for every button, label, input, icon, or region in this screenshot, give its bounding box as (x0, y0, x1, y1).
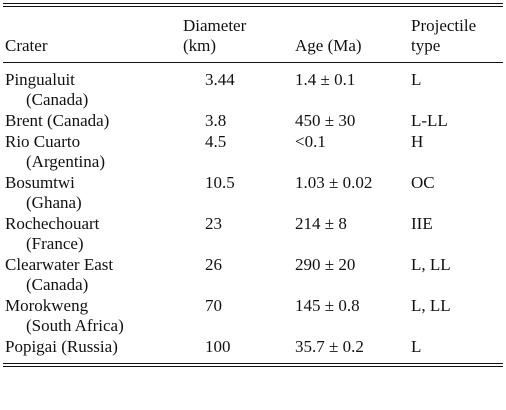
projectile-value: H (411, 132, 424, 151)
projectile-value: OC (411, 173, 435, 192)
cell-diameter: 4.5 (183, 132, 295, 173)
cell-projectile: L-LL (411, 111, 503, 132)
crater-table: Crater Diameter (km) Age (Ma) Projectile… (3, 7, 503, 363)
age-value: <0.1 (295, 132, 326, 151)
cell-crater: Bosumtwi (Ghana) (3, 173, 183, 214)
header-rule-row (3, 62, 503, 63)
crater-name: Pingualuit (5, 70, 75, 89)
diameter-value: 4.5 (205, 132, 227, 151)
header-diameter-line1: Diameter (183, 16, 247, 35)
projectile-value: L, LL (411, 255, 451, 274)
crater-name: Popigai (Russia) (5, 337, 118, 356)
diameter-value: 10.5 (205, 173, 235, 192)
header-age-label: Age (Ma) (295, 36, 362, 55)
table-header: Crater Diameter (km) Age (Ma) Projectile… (3, 7, 503, 63)
cell-projectile: L (411, 337, 503, 363)
age-value: 450 ± 30 (295, 111, 356, 130)
header-crater-label: Crater (5, 36, 48, 55)
crater-location: (Canada) (26, 90, 89, 109)
cell-projectile: IIE (411, 214, 503, 255)
table-row: Morokweng (South Africa) 70 145 ± 0.8 L, LL (3, 296, 503, 337)
table-row: Popigai (Russia) 100 35.7 ± 0.2 L (3, 337, 503, 363)
cell-diameter: 10.5 (183, 173, 295, 214)
table-row: Brent (Canada) 3.8 450 ± 30 L-LL (3, 111, 503, 132)
crater-table-container: Crater Diameter (km) Age (Ma) Projectile… (3, 0, 503, 367)
cell-age: 1.4 ± 0.1 (295, 63, 411, 111)
crater-location: (Argentina) (26, 152, 105, 171)
cell-age: 450 ± 30 (295, 111, 411, 132)
cell-age: 145 ± 0.8 (295, 296, 411, 337)
table-body: Pingualuit (Canada) 3.44 1.4 ± 0.1 L Brent (C… (3, 63, 503, 363)
header-age: Age (Ma) (295, 7, 411, 63)
header-rule (3, 62, 503, 63)
top-double-rule (3, 3, 503, 7)
header-crater: Crater (3, 7, 183, 63)
table-row: Pingualuit (Canada) 3.44 1.4 ± 0.1 L (3, 63, 503, 111)
age-value: 1.03 ± 0.02 (295, 173, 373, 192)
cell-age: 214 ± 8 (295, 214, 411, 255)
header-projectile: Projectile type (411, 7, 503, 63)
cell-crater: Rio Cuarto (Argentina) (3, 132, 183, 173)
cell-crater: Pingualuit (Canada) (3, 63, 183, 111)
cell-age: 1.03 ± 0.02 (295, 173, 411, 214)
cell-crater: Morokweng (South Africa) (3, 296, 183, 337)
projectile-value: L (411, 70, 422, 89)
header-row: Crater Diameter (km) Age (Ma) Projectile… (3, 7, 503, 63)
cell-diameter: 26 (183, 255, 295, 296)
cell-projectile: L (411, 63, 503, 111)
crater-location: (France) (26, 234, 84, 253)
crater-name: Rio Cuarto (5, 132, 81, 151)
projectile-value: L (411, 337, 422, 356)
cell-projectile: L, LL (411, 255, 503, 296)
cell-diameter: 70 (183, 296, 295, 337)
projectile-value: L-LL (411, 111, 448, 130)
crater-name: Clearwater East (5, 255, 114, 274)
diameter-value: 26 (205, 255, 222, 274)
table-row: Rio Cuarto (Argentina) 4.5 <0.1 H (3, 132, 503, 173)
cell-age: <0.1 (295, 132, 411, 173)
cell-crater: Brent (Canada) (3, 111, 183, 132)
crater-name: Bosumtwi (5, 173, 75, 192)
projectile-value: L, LL (411, 296, 451, 315)
header-diameter-line2: (km) (183, 36, 217, 55)
projectile-value: IIE (411, 214, 433, 233)
cell-age: 35.7 ± 0.2 (295, 337, 411, 363)
age-value: 290 ± 20 (295, 255, 356, 274)
bottom-double-rule (3, 363, 503, 367)
age-value: 1.4 ± 0.1 (295, 70, 356, 89)
cell-diameter: 23 (183, 214, 295, 255)
cell-projectile: L, LL (411, 296, 503, 337)
cell-diameter: 3.44 (183, 63, 295, 111)
diameter-value: 70 (205, 296, 222, 315)
diameter-value: 3.44 (205, 70, 235, 89)
crater-location: (Ghana) (26, 193, 82, 212)
diameter-value: 23 (205, 214, 222, 233)
cell-diameter: 3.8 (183, 111, 295, 132)
age-value: 145 ± 0.8 (295, 296, 360, 315)
cell-age: 290 ± 20 (295, 255, 411, 296)
header-diameter: Diameter (km) (183, 7, 295, 63)
crater-name: Morokweng (5, 296, 89, 315)
cell-diameter: 100 (183, 337, 295, 363)
crater-name: Rochechouart (5, 214, 100, 233)
diameter-value: 3.8 (205, 111, 227, 130)
cell-projectile: H (411, 132, 503, 173)
table-row: Bosumtwi (Ghana) 10.5 1.03 ± 0.02 OC (3, 173, 503, 214)
header-projectile-line1: Projectile (411, 16, 477, 35)
cell-projectile: OC (411, 173, 503, 214)
crater-name: Brent (Canada) (5, 111, 110, 130)
cell-crater: Rochechouart (France) (3, 214, 183, 255)
cell-crater: Popigai (Russia) (3, 337, 183, 363)
crater-location: (South Africa) (26, 316, 124, 335)
table-row: Rochechouart (France) 23 214 ± 8 IIE (3, 214, 503, 255)
header-projectile-line2: type (411, 36, 441, 55)
table-row: Clearwater East (Canada) 26 290 ± 20 L, LL (3, 255, 503, 296)
cell-crater: Clearwater East (Canada) (3, 255, 183, 296)
age-value: 35.7 ± 0.2 (295, 337, 364, 356)
crater-location: (Canada) (26, 275, 89, 294)
diameter-value: 100 (205, 337, 231, 356)
age-value: 214 ± 8 (295, 214, 347, 233)
